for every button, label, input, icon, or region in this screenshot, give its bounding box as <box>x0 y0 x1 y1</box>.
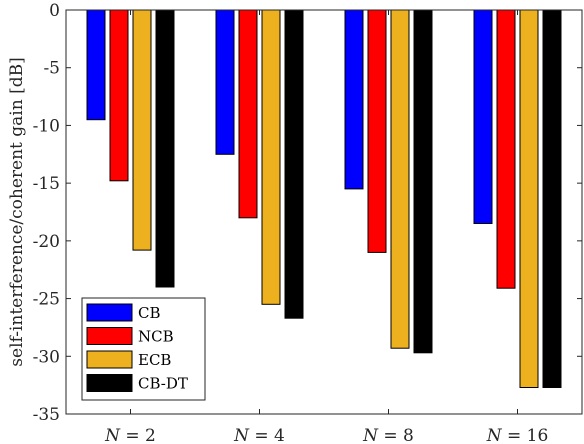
y-tick-label: 0 <box>49 1 60 21</box>
legend-swatch-ecb <box>86 350 133 369</box>
y-axis-label: self-interference/coherent gain [dB] <box>7 57 27 366</box>
bar-cb-1 <box>86 9 106 121</box>
y-tick-label: -10 <box>33 116 60 136</box>
legend-label-cb-dt: CB-DT <box>138 375 188 393</box>
bars-group <box>86 9 562 388</box>
x-tick-label: N = 8 <box>362 426 414 444</box>
bar-ecb-4 <box>519 9 539 388</box>
x-tick-label: N = 4 <box>233 426 285 444</box>
bar-ecb-3 <box>390 9 410 349</box>
plot-frame <box>65 9 583 415</box>
y-tick-label: -15 <box>33 174 60 194</box>
y-tick-label: -25 <box>33 290 60 310</box>
x-tick-label: N = 2 <box>104 426 156 444</box>
bar-cb-2 <box>215 9 235 155</box>
legend-swatch-cb-dt <box>86 374 133 392</box>
legend: CB NCB ECB CB-DT <box>81 297 206 401</box>
bar-ncb-3 <box>367 9 387 253</box>
bar-cb-dt-2 <box>284 9 304 319</box>
bar-cb-dt-1 <box>155 9 175 288</box>
y-axis: 0 -5 -10 -15 -20 -25 -30 -35 <box>33 1 582 425</box>
y-tick-label: -35 <box>33 405 60 425</box>
bar-ecb-1 <box>132 9 152 251</box>
bar-cb-dt-4 <box>542 9 562 388</box>
x-axis: N = 2 N = 4 N = 8 N = 16 <box>104 10 548 444</box>
legend-label-ecb: ECB <box>138 351 171 369</box>
legend-label-ncb: NCB <box>138 328 174 346</box>
bar-ncb-1 <box>109 9 129 182</box>
bar-ncb-2 <box>238 9 258 219</box>
x-tick-label: N = 16 <box>486 426 549 444</box>
bar-ncb-4 <box>496 9 516 289</box>
bar-cb-dt-3 <box>413 9 433 354</box>
legend-swatch-cb <box>86 303 133 322</box>
y-tick-label: -30 <box>33 347 60 367</box>
bar-ecb-2 <box>261 9 281 305</box>
legend-label-cb: CB <box>138 304 161 322</box>
y-tick-label: -20 <box>33 232 60 252</box>
bar-cb-4 <box>473 9 493 224</box>
bar-cb-3 <box>344 9 364 190</box>
y-tick-label: -5 <box>43 59 60 79</box>
legend-swatch-ncb <box>86 327 133 345</box>
